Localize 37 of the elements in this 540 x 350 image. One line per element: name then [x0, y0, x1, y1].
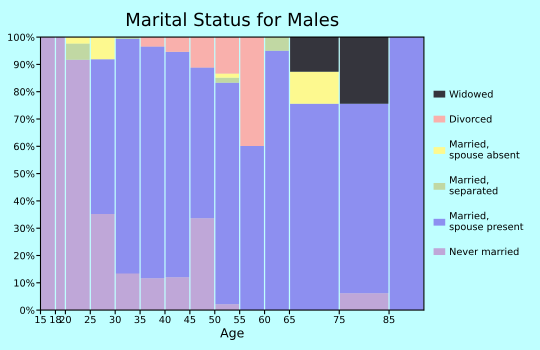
x-tick-label: 60: [259, 316, 270, 324]
bar: [265, 37, 289, 51]
x-tick-label: 65: [284, 316, 295, 324]
legend-label: Married, spouse present: [450, 212, 524, 232]
y-tick-label: 100%: [8, 34, 34, 41]
x-tick-label: 25: [84, 316, 96, 324]
y-tick-label: 30%: [14, 224, 34, 232]
x-tick-label: 35: [134, 316, 146, 324]
x-tick-label: 15: [35, 316, 46, 324]
y-tick-label: 20%: [14, 252, 34, 260]
chart-title: Marital Status for Males: [126, 12, 338, 26]
legend-label: Never married: [450, 248, 518, 256]
legend-label: Married, separated: [450, 176, 498, 196]
x-tick-label: 85: [384, 316, 394, 324]
y-tick-label: 70%: [14, 115, 34, 123]
y-tick-label: 50%: [14, 170, 34, 178]
x-tick-label: 75: [334, 316, 345, 324]
x-tick-label: 50: [209, 316, 220, 324]
bar: [66, 44, 90, 60]
bar: [215, 78, 240, 83]
legend-label: Widowed: [449, 90, 493, 98]
y-tick-label: 40%: [14, 197, 34, 205]
y-tick-label: 60%: [14, 142, 34, 150]
y-tick-label: 0%: [20, 306, 34, 314]
y-tick-label: 80%: [14, 88, 34, 96]
y-tick-label: 90%: [14, 60, 34, 68]
x-tick-label: 18: [50, 316, 61, 324]
x-tick-label: 45: [184, 316, 196, 324]
legend-label: Married, spouse absent: [450, 140, 520, 160]
legend-label: Divorced: [450, 115, 492, 123]
x-tick-label: 30: [110, 316, 121, 324]
x-tick-label: 55: [234, 316, 246, 324]
bar: [215, 74, 240, 78]
x-tick-label: 20: [60, 316, 71, 324]
y-tick-label: 10%: [14, 279, 34, 287]
x-tick-label: 40: [159, 316, 171, 324]
x-axis-title: Age: [220, 328, 244, 340]
